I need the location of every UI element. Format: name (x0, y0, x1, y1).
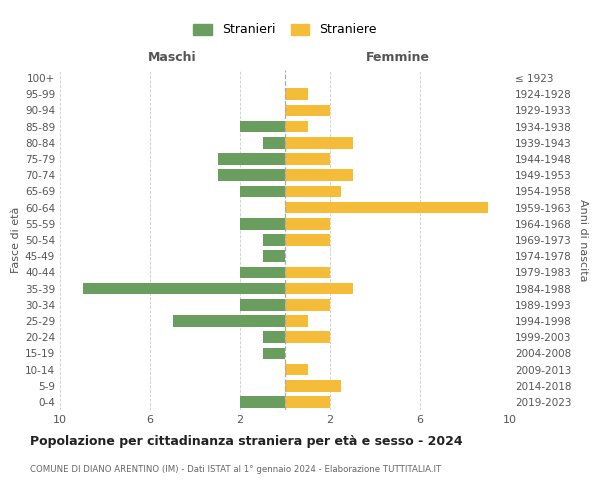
Text: Popolazione per cittadinanza straniera per età e sesso - 2024: Popolazione per cittadinanza straniera p… (30, 435, 463, 448)
Bar (173, 315, 285, 327)
Bar (285, 170, 353, 181)
Bar (263, 137, 285, 148)
Bar (83, 282, 285, 294)
Bar (285, 332, 330, 343)
Bar (240, 396, 285, 407)
Y-axis label: Anni di nascita: Anni di nascita (578, 198, 588, 281)
Bar (285, 202, 487, 213)
Bar (263, 348, 285, 359)
Bar (240, 266, 285, 278)
Y-axis label: Fasce di età: Fasce di età (11, 207, 21, 273)
Bar (263, 234, 285, 246)
Bar (285, 380, 341, 392)
Bar (240, 121, 285, 132)
Bar (263, 332, 285, 343)
Text: Maschi: Maschi (148, 50, 197, 64)
Bar (285, 396, 330, 407)
Bar (285, 282, 353, 294)
Bar (285, 88, 308, 100)
Bar (285, 153, 330, 165)
Bar (218, 170, 285, 181)
Bar (285, 364, 308, 376)
Bar (285, 315, 308, 327)
Bar (285, 121, 308, 132)
Bar (285, 186, 341, 198)
Text: Femmine: Femmine (365, 50, 430, 64)
Bar (285, 234, 330, 246)
Bar (285, 137, 353, 148)
Bar (240, 299, 285, 310)
Legend: Stranieri, Straniere: Stranieri, Straniere (188, 18, 382, 42)
Bar (263, 250, 285, 262)
Bar (285, 218, 330, 230)
Bar (218, 153, 285, 165)
Bar (285, 299, 330, 310)
Bar (240, 218, 285, 230)
Text: COMUNE DI DIANO ARENTINO (IM) - Dati ISTAT al 1° gennaio 2024 - Elaborazione TUT: COMUNE DI DIANO ARENTINO (IM) - Dati IST… (30, 465, 441, 474)
Bar (285, 266, 330, 278)
Bar (285, 104, 330, 117)
Bar (240, 186, 285, 198)
